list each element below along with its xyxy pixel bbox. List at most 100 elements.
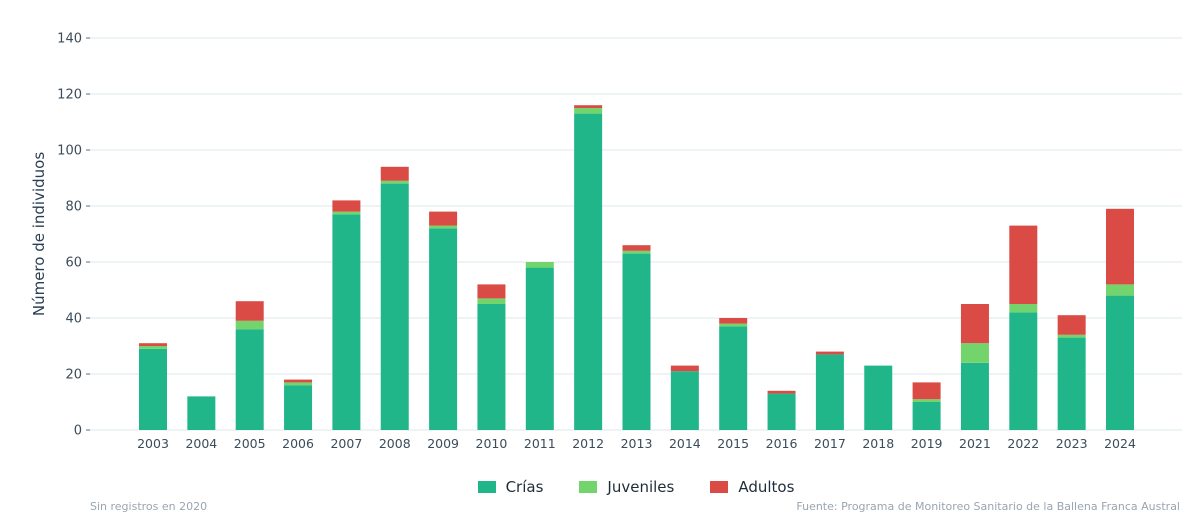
x-tick-label: 2016 bbox=[766, 436, 798, 451]
bar-segment-crias-2024[interactable] bbox=[1106, 295, 1134, 430]
bar-segment-crias-2021[interactable] bbox=[960, 362, 989, 430]
bar-segment-adultos-2005[interactable] bbox=[235, 301, 264, 321]
x-tick-label: 2024 bbox=[1104, 436, 1136, 451]
bars bbox=[139, 105, 1134, 430]
y-tick-label: 120 bbox=[57, 88, 82, 103]
legend-swatch-juveniles bbox=[579, 481, 598, 493]
bar-segment-adultos-2012[interactable] bbox=[574, 105, 603, 108]
bar-segment-crias-2012[interactable] bbox=[574, 113, 603, 430]
bar-segment-juveniles-2011[interactable] bbox=[525, 262, 554, 268]
x-tick-label: 2018 bbox=[862, 436, 894, 451]
legend-item-crias[interactable]: Crías bbox=[477, 478, 544, 496]
y-tick-label: 40 bbox=[65, 312, 82, 327]
bar-segment-juveniles-2010[interactable] bbox=[477, 298, 506, 304]
legend-label-juveniles: Juveniles bbox=[607, 478, 675, 496]
y-tick-label: 20 bbox=[65, 368, 82, 383]
legend-item-juveniles[interactable]: Juveniles bbox=[579, 478, 674, 496]
bar-segment-juveniles-2019[interactable] bbox=[912, 399, 941, 402]
bar-segment-adultos-2009[interactable] bbox=[429, 211, 458, 226]
y-tick-label: 140 bbox=[57, 32, 82, 47]
legend-swatch-crias bbox=[477, 481, 496, 493]
y-tick-label: 100 bbox=[57, 144, 82, 159]
bar-segment-juveniles-2009[interactable] bbox=[429, 225, 458, 229]
bar-segment-juveniles-2021[interactable] bbox=[960, 343, 989, 363]
y-axis: 0 20 40 60 80 100 120 140 bbox=[57, 32, 90, 439]
bar-segment-crias-2014[interactable] bbox=[670, 371, 699, 430]
bar-segment-crias-2010[interactable] bbox=[477, 304, 506, 430]
bar-segment-crias-2008[interactable] bbox=[380, 183, 409, 430]
x-tick-label: 2013 bbox=[621, 436, 653, 451]
legend: Crías Juveniles Adultos bbox=[0, 478, 1200, 496]
bar-segment-juveniles-2005[interactable] bbox=[235, 320, 264, 330]
bar-segment-crias-2015[interactable] bbox=[719, 326, 748, 430]
x-tick-label: 2005 bbox=[234, 436, 266, 451]
legend-label-crias: Crías bbox=[505, 478, 544, 496]
bar-segment-juveniles-2015[interactable] bbox=[719, 323, 748, 327]
y-axis-label: Número de individuos bbox=[30, 152, 48, 316]
bar-segment-crias-2018[interactable] bbox=[864, 365, 893, 430]
x-tick-label: 2010 bbox=[476, 436, 508, 451]
bar-segment-crias-2004[interactable] bbox=[187, 396, 216, 430]
legend-swatch-adultos bbox=[710, 481, 729, 493]
bar-segment-crias-2005[interactable] bbox=[235, 329, 264, 430]
legend-item-adultos[interactable]: Adultos bbox=[710, 478, 794, 496]
bar-segment-crias-2003[interactable] bbox=[139, 348, 167, 430]
legend-label-adultos: Adultos bbox=[738, 478, 795, 496]
x-axis: 2003 2004 2005 2006 2007 2008 2009 2010 2011 2012… bbox=[137, 436, 1136, 451]
x-tick-label: 2015 bbox=[717, 436, 749, 451]
bar-segment-adultos-2024[interactable] bbox=[1106, 208, 1134, 285]
x-tick-label: 2017 bbox=[814, 436, 846, 451]
bar-segment-crias-2022[interactable] bbox=[1009, 312, 1038, 430]
bar-segment-adultos-2010[interactable] bbox=[477, 284, 506, 299]
bar-segment-crias-2023[interactable] bbox=[1057, 337, 1086, 430]
bar-segment-juveniles-2012[interactable] bbox=[574, 108, 603, 114]
x-tick-label: 2011 bbox=[524, 436, 556, 451]
x-tick-label: 2003 bbox=[137, 436, 169, 451]
footer-note: Sin registros en 2020 bbox=[90, 500, 208, 513]
bar-segment-crias-2007[interactable] bbox=[332, 214, 361, 430]
bar-segment-crias-2006[interactable] bbox=[284, 385, 313, 430]
bar-segment-juveniles-2003[interactable] bbox=[139, 346, 167, 349]
x-tick-label: 2022 bbox=[1007, 436, 1039, 451]
bar-segment-adultos-2017[interactable] bbox=[815, 351, 844, 355]
bar-segment-crias-2019[interactable] bbox=[912, 402, 941, 430]
x-tick-label: 2023 bbox=[1056, 436, 1088, 451]
bar-segment-crias-2013[interactable] bbox=[622, 253, 651, 430]
bar-segment-adultos-2019[interactable] bbox=[912, 382, 941, 400]
bar-segment-crias-2017[interactable] bbox=[815, 354, 844, 430]
y-tick-label: 80 bbox=[65, 200, 82, 215]
bar-segment-juveniles-2024[interactable] bbox=[1106, 284, 1134, 296]
bar-segment-adultos-2022[interactable] bbox=[1009, 225, 1038, 304]
bar-segment-adultos-2013[interactable] bbox=[622, 245, 651, 251]
x-tick-label: 2007 bbox=[330, 436, 362, 451]
bar-segment-juveniles-2013[interactable] bbox=[622, 250, 651, 254]
bar-segment-juveniles-2022[interactable] bbox=[1009, 304, 1038, 313]
bar-segment-juveniles-2006[interactable] bbox=[284, 382, 313, 386]
x-tick-label: 2006 bbox=[282, 436, 314, 451]
bar-segment-crias-2009[interactable] bbox=[429, 228, 458, 430]
x-tick-label: 2019 bbox=[911, 436, 943, 451]
bar-segment-adultos-2014[interactable] bbox=[670, 365, 699, 372]
bar-segment-adultos-2021[interactable] bbox=[960, 304, 989, 344]
stacked-bar-chart: 0 20 40 60 80 100 120 140 2003 2004 2005 2006 2007 2… bbox=[30, 32, 1182, 451]
y-tick-label: 0 bbox=[74, 424, 82, 439]
bar-segment-adultos-2023[interactable] bbox=[1057, 315, 1086, 335]
bar-segment-adultos-2003[interactable] bbox=[139, 343, 167, 346]
bar-segment-juveniles-2023[interactable] bbox=[1057, 334, 1086, 338]
x-tick-label: 2021 bbox=[959, 436, 991, 451]
bar-segment-adultos-2007[interactable] bbox=[332, 200, 361, 212]
x-tick-label: 2004 bbox=[185, 436, 217, 451]
bar-segment-juveniles-2008[interactable] bbox=[380, 180, 409, 184]
bar-segment-juveniles-2007[interactable] bbox=[332, 211, 361, 215]
bar-segment-adultos-2008[interactable] bbox=[380, 166, 409, 181]
bar-segment-crias-2011[interactable] bbox=[525, 267, 554, 430]
x-tick-label: 2012 bbox=[572, 436, 604, 451]
bar-segment-adultos-2015[interactable] bbox=[719, 318, 748, 324]
x-tick-label: 2008 bbox=[379, 436, 411, 451]
y-tick-label: 60 bbox=[65, 256, 82, 271]
footer-source: Fuente: Programa de Monitoreo Sanitario … bbox=[796, 500, 1180, 513]
bar-segment-adultos-2006[interactable] bbox=[284, 379, 313, 383]
bar-segment-crias-2016[interactable] bbox=[767, 393, 796, 430]
bar-segment-adultos-2016[interactable] bbox=[767, 390, 796, 394]
x-tick-label: 2014 bbox=[669, 436, 701, 451]
